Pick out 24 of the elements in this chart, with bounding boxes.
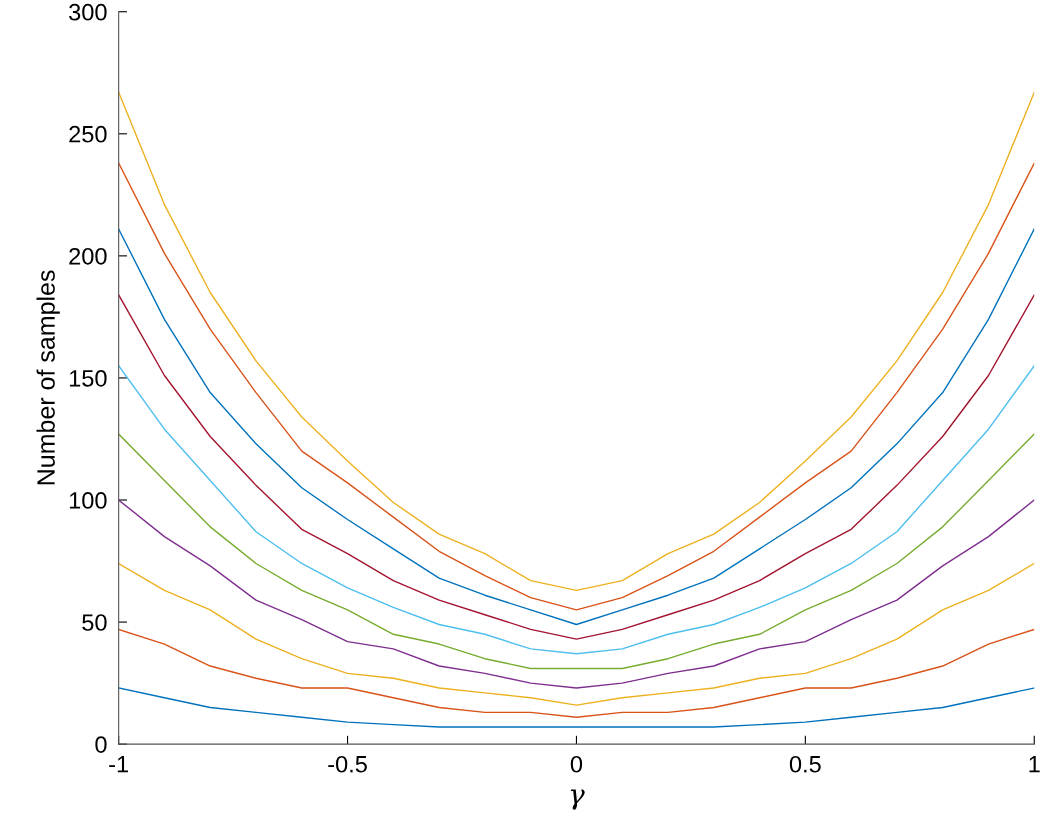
line-series [118, 562, 1035, 706]
line-series [118, 365, 1035, 655]
y-tick-label: 50 [82, 614, 107, 631]
y-tick-label: 250 [69, 125, 107, 143]
line-series [118, 433, 1035, 670]
y-tick-label: 0 [95, 736, 107, 753]
line-series [118, 294, 1035, 640]
line-series [118, 687, 1035, 728]
x-tick-label: 0 [570, 755, 583, 773]
y-tick-label: 150 [69, 370, 107, 387]
x-tick-label: -0.5 [328, 755, 367, 773]
line-series [118, 228, 1035, 626]
x-tick-label: -1 [109, 756, 128, 773]
x-tick-label: 1 [1029, 756, 1040, 773]
y-tick-label: 100 [69, 492, 107, 509]
line-series [118, 628, 1035, 718]
line-series [118, 499, 1035, 689]
y-axis-title: Number of samples [36, 270, 60, 485]
line-series [118, 91, 1035, 592]
x-tick-label: 0.5 [789, 755, 821, 773]
y-tick-label: 300 [69, 3, 107, 21]
y-tick-label: 200 [69, 247, 107, 265]
x-axis-title: γ [570, 789, 585, 810]
line-series [118, 162, 1035, 611]
